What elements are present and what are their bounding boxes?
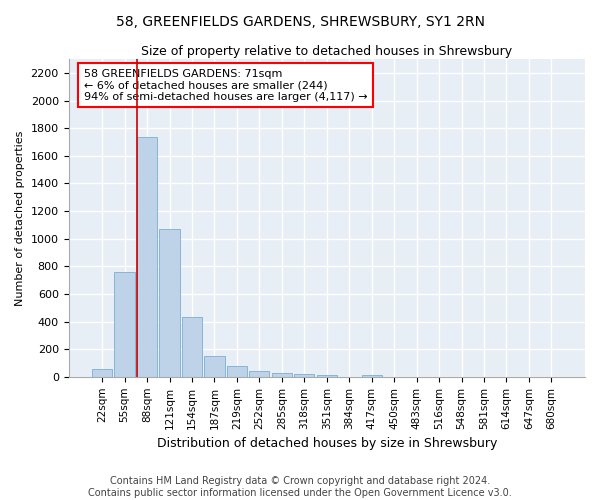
Text: Contains HM Land Registry data © Crown copyright and database right 2024.
Contai: Contains HM Land Registry data © Crown c… [88, 476, 512, 498]
Bar [92, 368, 112, 377]
X-axis label: Distribution of detached houses by size in Shrewsbury: Distribution of detached houses by size … [157, 437, 497, 450]
Text: 58 GREENFIELDS GARDENS: 71sqm
← 6% of detached houses are smaller (244)
94% of s: 58 GREENFIELDS GARDENS: 71sqm ← 6% of de… [84, 68, 368, 102]
Bar [317, 374, 337, 377]
Bar [362, 374, 382, 377]
Y-axis label: Number of detached properties: Number of detached properties [15, 130, 25, 306]
Bar [272, 372, 292, 377]
Bar [160, 229, 179, 377]
Bar [182, 318, 202, 377]
Bar [249, 372, 269, 377]
Bar [115, 272, 134, 377]
Text: 58, GREENFIELDS GARDENS, SHREWSBURY, SY1 2RN: 58, GREENFIELDS GARDENS, SHREWSBURY, SY1… [115, 15, 485, 29]
Bar [227, 366, 247, 377]
Bar [205, 356, 224, 377]
Title: Size of property relative to detached houses in Shrewsbury: Size of property relative to detached ho… [141, 45, 512, 58]
Bar [137, 136, 157, 377]
Bar [294, 374, 314, 377]
